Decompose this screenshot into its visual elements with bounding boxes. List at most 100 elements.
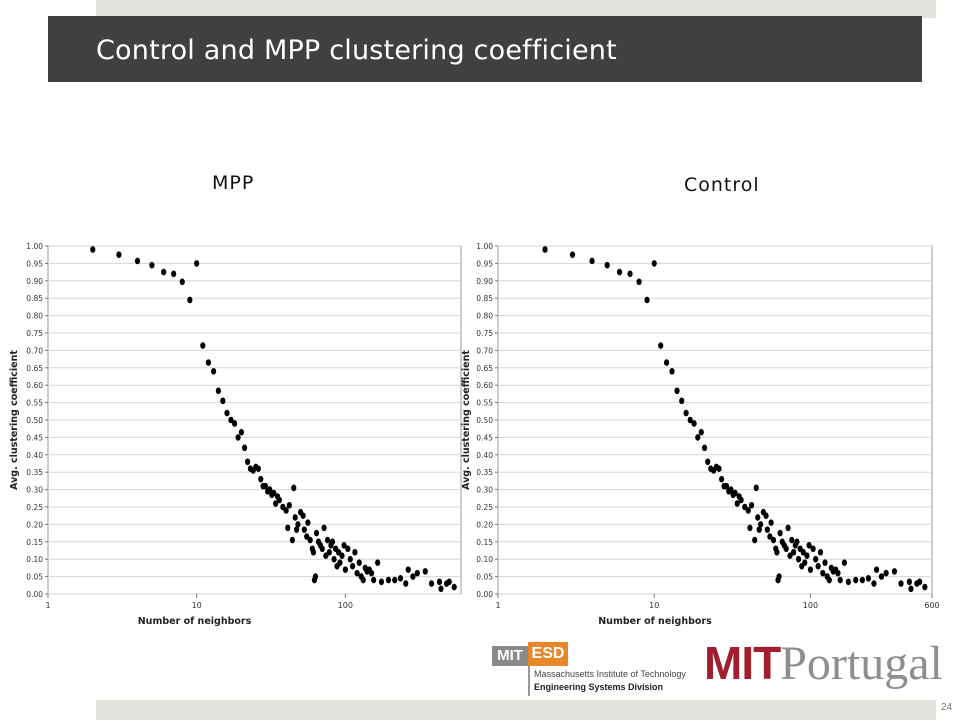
chart-0-data-point	[342, 566, 348, 573]
chart-1-data-point	[701, 444, 708, 452]
chart-0-data-point	[438, 585, 444, 593]
chart-1-data-point	[777, 529, 783, 537]
chart-1-data-point	[787, 552, 793, 560]
chart-0-data-point	[134, 257, 141, 265]
chart-0-y-tick-label: 0.20	[26, 520, 43, 529]
chart-1-y-tick-label: 0.85	[476, 294, 493, 303]
chart-1-data-point	[813, 555, 819, 563]
top-decor-strip	[96, 0, 936, 18]
chart-1-data-point	[753, 484, 759, 492]
chart-1-data-point	[871, 580, 877, 587]
chart-1-y-axis-label: Avg. clustering coefficient	[461, 350, 472, 490]
chart-0-y-axis-label: Avg. clustering coefficient	[9, 350, 20, 490]
chart-1-data-point	[763, 512, 769, 519]
chart-1-y-tick-label: 0.20	[476, 520, 493, 529]
chart-0-data-point	[360, 576, 366, 584]
chart-1-y-tick-label: 0.40	[476, 451, 493, 460]
chart-1-y-tick-label: 0.90	[476, 277, 493, 286]
chart-1-y-tick-label: 1.00	[476, 242, 493, 251]
chart-0-data-point	[194, 260, 200, 267]
chart-1-data-point	[569, 251, 576, 258]
mit-portugal-logo: MITPortugal	[704, 636, 943, 692]
chart-1-data-point	[644, 296, 650, 304]
chart-1-data-point	[800, 548, 806, 556]
chart-0-y-tick-label: 0.80	[26, 312, 43, 321]
chart-1-data-point	[917, 578, 923, 586]
chart-0-data-point	[295, 521, 301, 528]
chart-1-data-point	[789, 536, 795, 544]
chart-0-data-point	[238, 428, 245, 436]
mit-esd-logo: MIT ESD Massachusetts Institute of Techn…	[492, 642, 702, 698]
chart-0-data-point	[368, 569, 375, 577]
chart-1-data-point	[802, 559, 808, 566]
chart-1-y-tick-label: 0.35	[476, 468, 493, 477]
chart-0-data-point	[352, 548, 358, 556]
chart-1-x-tick-label: 600	[924, 601, 939, 610]
chart-0-data-point	[244, 458, 251, 466]
chart-1-y-tick-label: 0.00	[476, 590, 493, 599]
esd-logo-mit: MIT	[492, 646, 528, 666]
chart-0-data-point	[205, 359, 212, 366]
chart-0-data-point	[375, 559, 381, 566]
chart-0-data-point	[224, 409, 230, 417]
chart-0-x-tick-label: 10	[192, 601, 202, 610]
chart-1-x-tick-label: 100	[803, 601, 818, 610]
chart-0-data-point	[255, 465, 261, 473]
scatter-chart-control: 0.00 0.05 0.10 0.15 0.20 0.25 0.30 0.35 0.40 0.45…	[458, 232, 940, 632]
scatter-chart-control-svg: 0.00 0.05 0.10 0.15 0.20 0.25 0.30 0.35 0.40 0.45…	[461, 242, 940, 627]
chart-0-y-tick-label: 0.05	[26, 573, 43, 582]
chart-0-data-point	[414, 569, 420, 577]
chart-0-data-point	[262, 482, 269, 490]
chart-1-y-tick-label: 0.65	[476, 364, 493, 373]
chart-1-data-point	[758, 521, 764, 528]
chart-0-data-point	[171, 270, 177, 278]
chart-0-data-point	[301, 526, 307, 533]
chart-1-data-point	[728, 486, 734, 493]
chart-1-data-point	[767, 533, 773, 540]
chart-0-y-tick-label: 0.65	[26, 364, 43, 373]
chart-1-data-point	[785, 524, 791, 532]
chart-1-data-point	[922, 583, 928, 591]
chart-1-data-point	[698, 428, 704, 436]
chart-0-data-point	[232, 420, 238, 427]
chart-0-data-point	[331, 555, 337, 563]
chart-1-y-tick-label: 0.05	[476, 573, 493, 582]
chart-0-y-tick-label: 0.50	[26, 416, 43, 425]
chart-0-y-tick-label: 0.00	[26, 590, 43, 599]
chart-0-data-point	[397, 575, 404, 582]
chart-0-data-point	[410, 573, 416, 580]
chart-1-y-tick-label: 0.45	[476, 433, 493, 442]
chart-1-data-point	[806, 541, 812, 549]
chart-1-y-tick-label: 0.50	[476, 416, 493, 425]
chart-0-data-point	[319, 545, 325, 553]
chart-0-y-tick-label: 0.10	[26, 555, 43, 564]
chart-1-data-point	[859, 576, 865, 584]
chart-1-x-tick-label: 10	[649, 601, 659, 610]
chart-0-data-point	[161, 268, 167, 276]
chart-1-data-point	[845, 578, 852, 586]
chart-1-data-point	[804, 552, 810, 560]
chart-1-data-point	[810, 545, 816, 553]
chart-0-x-tick-label: 100	[338, 601, 353, 610]
chart-0-y-tick-label: 0.55	[26, 399, 43, 408]
chart-0-data-point	[378, 578, 385, 586]
chart-0-data-point	[273, 500, 279, 507]
chart-0-data-point	[292, 514, 298, 521]
mit-portugal-logo-mit: MIT	[704, 637, 781, 689]
chart-0-data-point	[385, 576, 392, 584]
chart-1-data-point	[604, 261, 610, 269]
chart-1-y-tick-label: 0.55	[476, 399, 493, 408]
chart-0-data-point	[220, 397, 226, 405]
chart-1-data-point	[734, 500, 740, 507]
scatter-chart-mpp: 0.00 0.05 0.10 0.15 0.20 0.25 0.30 0.35 0.40 0.45…	[6, 232, 464, 632]
chart-0-data-point	[289, 536, 295, 544]
chart-0-data-point	[312, 573, 319, 580]
chart-0-data-point	[285, 524, 291, 532]
chart-0-data-point	[326, 548, 332, 556]
chart-1-data-point	[732, 489, 738, 497]
chart-0-data-point	[436, 578, 443, 586]
chart-1-data-point	[898, 580, 904, 587]
chart-0-data-point	[341, 541, 347, 549]
chart-0-y-tick-label: 0.45	[26, 433, 43, 442]
chart-0-data-point	[258, 475, 264, 483]
